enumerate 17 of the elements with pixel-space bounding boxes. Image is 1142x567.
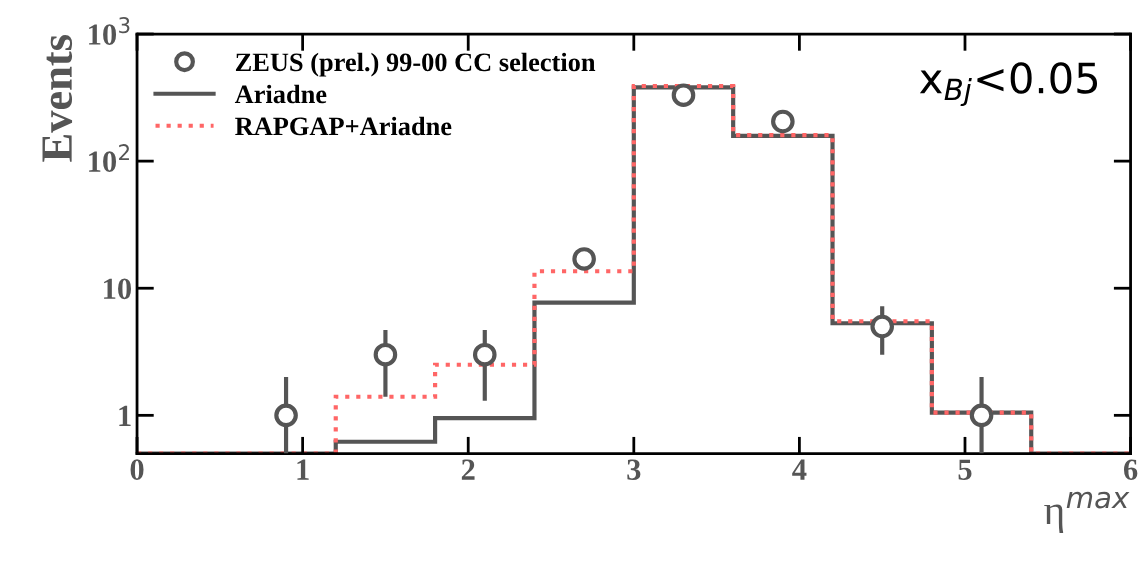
x-tick-label: 6 xyxy=(1123,459,1138,480)
legend-label: Ariadne xyxy=(234,84,327,104)
x-tick-label: 1 xyxy=(297,459,309,480)
legend-label: RAPGAP+Ariadne xyxy=(235,116,452,136)
y-tick-label: 10$^{3}$ xyxy=(89,17,130,45)
y-tick-label: 1 xyxy=(119,405,131,426)
x-axis-title: η$^{max}$ xyxy=(1044,491,1130,533)
x-tick-label: 3 xyxy=(627,459,641,480)
x-tick-label: 5 xyxy=(958,459,972,480)
y-tick-label: 10$^{2}$ xyxy=(89,144,129,172)
annotation: x$_{Bj}$<0.05 xyxy=(919,62,1098,107)
legend-label: ZEUS (prel.) 99-00 CC selection xyxy=(235,52,596,77)
x-tick-label: 2 xyxy=(461,459,475,480)
x-tick-label: 0 xyxy=(130,459,144,480)
y-tick-label: 10 xyxy=(104,278,132,300)
x-tick-label: 4 xyxy=(792,459,807,480)
y-axis-title: Events xyxy=(42,35,73,162)
